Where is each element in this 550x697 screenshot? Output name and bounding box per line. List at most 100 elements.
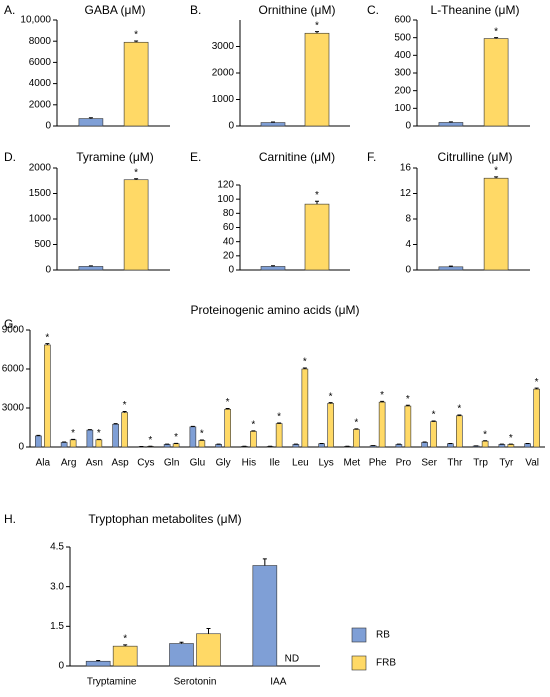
bar: [484, 39, 508, 126]
x-tick-label: Lys: [319, 458, 334, 469]
y-tick-label: 8000: [29, 36, 52, 47]
bar: [499, 444, 505, 447]
y-tick-label: 20: [223, 250, 235, 261]
bar: [96, 440, 102, 447]
bar: [216, 444, 222, 447]
bar: [61, 442, 67, 447]
bar: [199, 441, 205, 448]
significance-star: *: [134, 167, 138, 178]
y-tick-label: 300: [394, 68, 411, 79]
y-tick-label: 60: [223, 222, 235, 233]
significance-star: *: [315, 20, 319, 31]
error-bar: [251, 431, 255, 432]
bar: [379, 402, 385, 447]
significance-star: *: [329, 391, 333, 402]
x-tick-label: Met: [344, 458, 361, 469]
x-tick-label: Leu: [292, 458, 309, 469]
x-tick-label: Trp: [473, 458, 488, 469]
x-tick-label: Tryptamine: [87, 677, 137, 688]
significance-star: *: [97, 428, 101, 439]
significance-star: *: [406, 394, 410, 405]
panel-label: E.: [190, 150, 201, 164]
y-tick-label: 0: [18, 442, 24, 453]
x-tick-label: Glu: [190, 458, 206, 469]
y-tick-label: 12: [400, 188, 412, 199]
y-tick-label: 2000: [29, 99, 52, 110]
bar: [79, 266, 103, 270]
bar: [305, 204, 329, 270]
value-label: ND: [285, 654, 299, 665]
bar: [305, 33, 329, 126]
y-tick-label: 0: [405, 121, 411, 132]
bar: [113, 646, 137, 666]
legend-label: RB: [376, 630, 390, 641]
y-tick-label: 100: [394, 103, 411, 114]
x-tick-label: Ser: [421, 458, 437, 469]
bar: [422, 442, 428, 447]
y-tick-label: 0: [405, 265, 411, 276]
bar: [86, 661, 110, 666]
significance-star: *: [226, 397, 230, 408]
y-tick-label: 200: [394, 85, 411, 96]
error-bar: [271, 122, 275, 123]
x-tick-label: Pro: [396, 458, 412, 469]
legend-label: FRB: [376, 658, 396, 669]
x-tick-label: Ile: [269, 458, 280, 469]
chart-title: Carnitine (μM): [259, 150, 335, 164]
significance-star: *: [494, 26, 498, 37]
bar: [439, 267, 463, 270]
error-bar: [200, 440, 204, 441]
significance-star: *: [483, 429, 487, 440]
y-tick-label: 100: [217, 194, 234, 205]
chart-title: GABA (μM): [85, 3, 146, 17]
y-tick-label: 3000: [2, 403, 25, 414]
significance-star: *: [432, 410, 436, 421]
bar: [173, 444, 179, 447]
significance-star: *: [509, 433, 513, 444]
x-tick-label: Val: [525, 458, 539, 469]
bar: [302, 369, 308, 447]
chart-title: Tyramine (μM): [76, 150, 154, 164]
bar: [534, 389, 540, 447]
bar: [525, 444, 531, 447]
significance-star: *: [123, 400, 127, 411]
error-bar: [207, 628, 211, 633]
y-tick-label: 500: [394, 32, 411, 43]
x-tick-label: Cys: [137, 458, 154, 469]
bar: [164, 444, 170, 447]
significance-star: *: [123, 633, 127, 644]
y-tick-label: 80: [223, 208, 235, 219]
panel-label: H.: [4, 512, 16, 526]
significance-star: *: [277, 412, 281, 423]
error-bar: [71, 439, 75, 440]
x-tick-label: Asn: [86, 458, 103, 469]
y-tick-label: 1.5: [50, 621, 64, 632]
y-tick-label: 0: [228, 265, 234, 276]
y-tick-label: 6000: [29, 57, 52, 68]
significance-star: *: [148, 435, 152, 446]
chart-title: Citrulline (μM): [438, 150, 513, 164]
y-tick-label: 500: [34, 239, 51, 250]
x-tick-label: Ala: [36, 458, 51, 469]
bar: [253, 566, 277, 666]
y-tick-label: 9000: [2, 325, 25, 336]
x-tick-label: Thr: [447, 458, 463, 469]
x-tick-label: Serotonin: [174, 677, 217, 688]
y-tick-label: 40: [223, 236, 235, 247]
x-tick-label: IAA: [270, 677, 286, 688]
bar: [197, 634, 221, 666]
y-tick-label: 1000: [212, 94, 235, 105]
x-tick-label: Gly: [216, 458, 231, 469]
bar: [319, 444, 325, 447]
bar: [276, 424, 282, 447]
significance-star: *: [71, 428, 75, 439]
significance-star: *: [315, 190, 319, 201]
significance-star: *: [354, 418, 358, 429]
legend-swatch: [352, 628, 366, 642]
bar: [396, 444, 402, 447]
bar: [170, 644, 194, 666]
bar: [70, 440, 76, 447]
bar: [190, 427, 196, 447]
error-bar: [263, 559, 267, 566]
panel-label: C.: [367, 3, 379, 17]
